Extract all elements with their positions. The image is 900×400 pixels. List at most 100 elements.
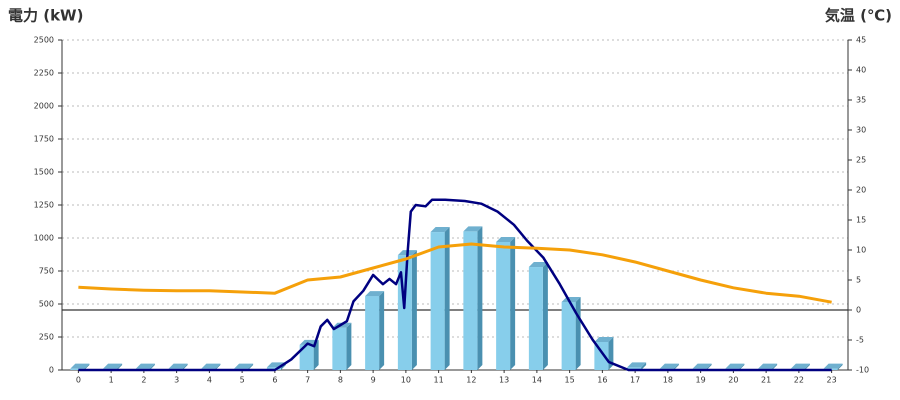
x-tick-label: 10 [401,376,411,385]
y2-axis-title: 気温 (℃) [825,7,892,25]
x-tick-label: 4 [207,376,212,385]
bar [561,302,576,370]
bar-top [135,363,155,369]
bar [266,367,281,370]
y2-tick-label: 20 [856,186,866,195]
bar-top [201,363,221,369]
bar [299,344,314,370]
bar-top [234,363,254,369]
bar-top [168,363,188,369]
bar-side [575,297,581,370]
x-tick-label: 5 [240,376,245,385]
bar [463,231,478,370]
x-tick-label: 21 [761,376,771,385]
bar [627,367,642,370]
bar-top [725,363,745,369]
bar-top [430,227,450,233]
bar-top [103,363,123,369]
y2-tick-label: 30 [856,126,866,135]
bar-top [496,236,516,242]
y2-tick-label: 10 [856,246,866,255]
y-tick-label: 1000 [34,234,54,243]
bar-top [823,363,843,369]
y2-tick-label: 15 [856,216,866,225]
bar-top [692,363,712,369]
y-tick-label: 250 [39,333,54,342]
bar-side [772,363,778,370]
bar-top [627,362,647,368]
x-tick-label: 23 [827,376,837,385]
line [78,242,832,304]
bar-top [528,262,548,268]
bar-side [313,339,319,370]
bar-side [379,291,385,370]
bar-side [739,363,745,370]
bar [430,232,445,370]
y2-tick-label: 45 [856,36,866,45]
x-tick-label: 1 [109,376,114,385]
y-tick-label: 750 [39,267,54,276]
x-tick-label: 14 [532,376,542,385]
bar [332,327,347,370]
x-tick-label: 20 [728,376,738,385]
x-tick-label: 19 [696,376,706,385]
x-tick-label: 3 [174,376,179,385]
bar-side [804,363,810,370]
bar-top [365,291,385,297]
x-tick-label: 11 [434,376,444,385]
bar-side [215,363,221,370]
y2-tick-label: 35 [856,96,866,105]
x-tick-label: 2 [141,376,146,385]
bar-side [510,236,516,370]
bar-top [659,363,679,369]
bar-side [706,363,712,370]
line [78,198,832,372]
bar-side [346,322,352,370]
bar [365,296,380,370]
y-tick-label: 0 [49,366,54,375]
x-tick-label: 13 [499,376,509,385]
y-tick-label: 500 [39,300,54,309]
x-tick-label: 16 [597,376,607,385]
y2-tick-label: 0 [856,306,861,315]
bar-top [758,363,778,369]
x-tick-label: 0 [76,376,81,385]
bar-side [608,337,614,370]
bar-side [444,227,450,370]
y-axis-title: 電力 (kW) [8,7,83,25]
y-tick-label: 1500 [34,168,54,177]
bar-top [790,363,810,369]
bar-side [837,363,843,370]
bar-side [477,226,483,370]
x-tick-label: 6 [272,376,277,385]
bar-top [594,337,614,343]
x-tick-label: 9 [371,376,376,385]
y2-tick-label: 5 [856,276,861,285]
y2-tick-label: 40 [856,66,866,75]
x-tick-label: 17 [630,376,640,385]
y-tick-label: 1750 [34,135,54,144]
bar-top [70,363,90,369]
bar [496,241,511,370]
y2-tick-label: 25 [856,156,866,165]
y2-tick-label: -10 [856,366,869,375]
bar-side [182,363,188,370]
x-tick-label: 8 [338,376,343,385]
y2-tick-label: -5 [856,336,864,345]
bar [528,267,543,370]
x-tick-label: 22 [794,376,804,385]
y-tick-label: 2250 [34,69,54,78]
y-tick-label: 1250 [34,201,54,210]
x-tick-label: 18 [663,376,673,385]
bar [70,368,85,370]
y-tick-label: 2500 [34,36,54,45]
bar-side [117,363,123,370]
bar-side [248,363,254,370]
bar-side [411,250,417,370]
bar-top [463,226,483,232]
y-tick-label: 2000 [34,102,54,111]
bar-side [641,362,647,370]
x-tick-label: 12 [466,376,476,385]
bar-side [673,363,679,370]
